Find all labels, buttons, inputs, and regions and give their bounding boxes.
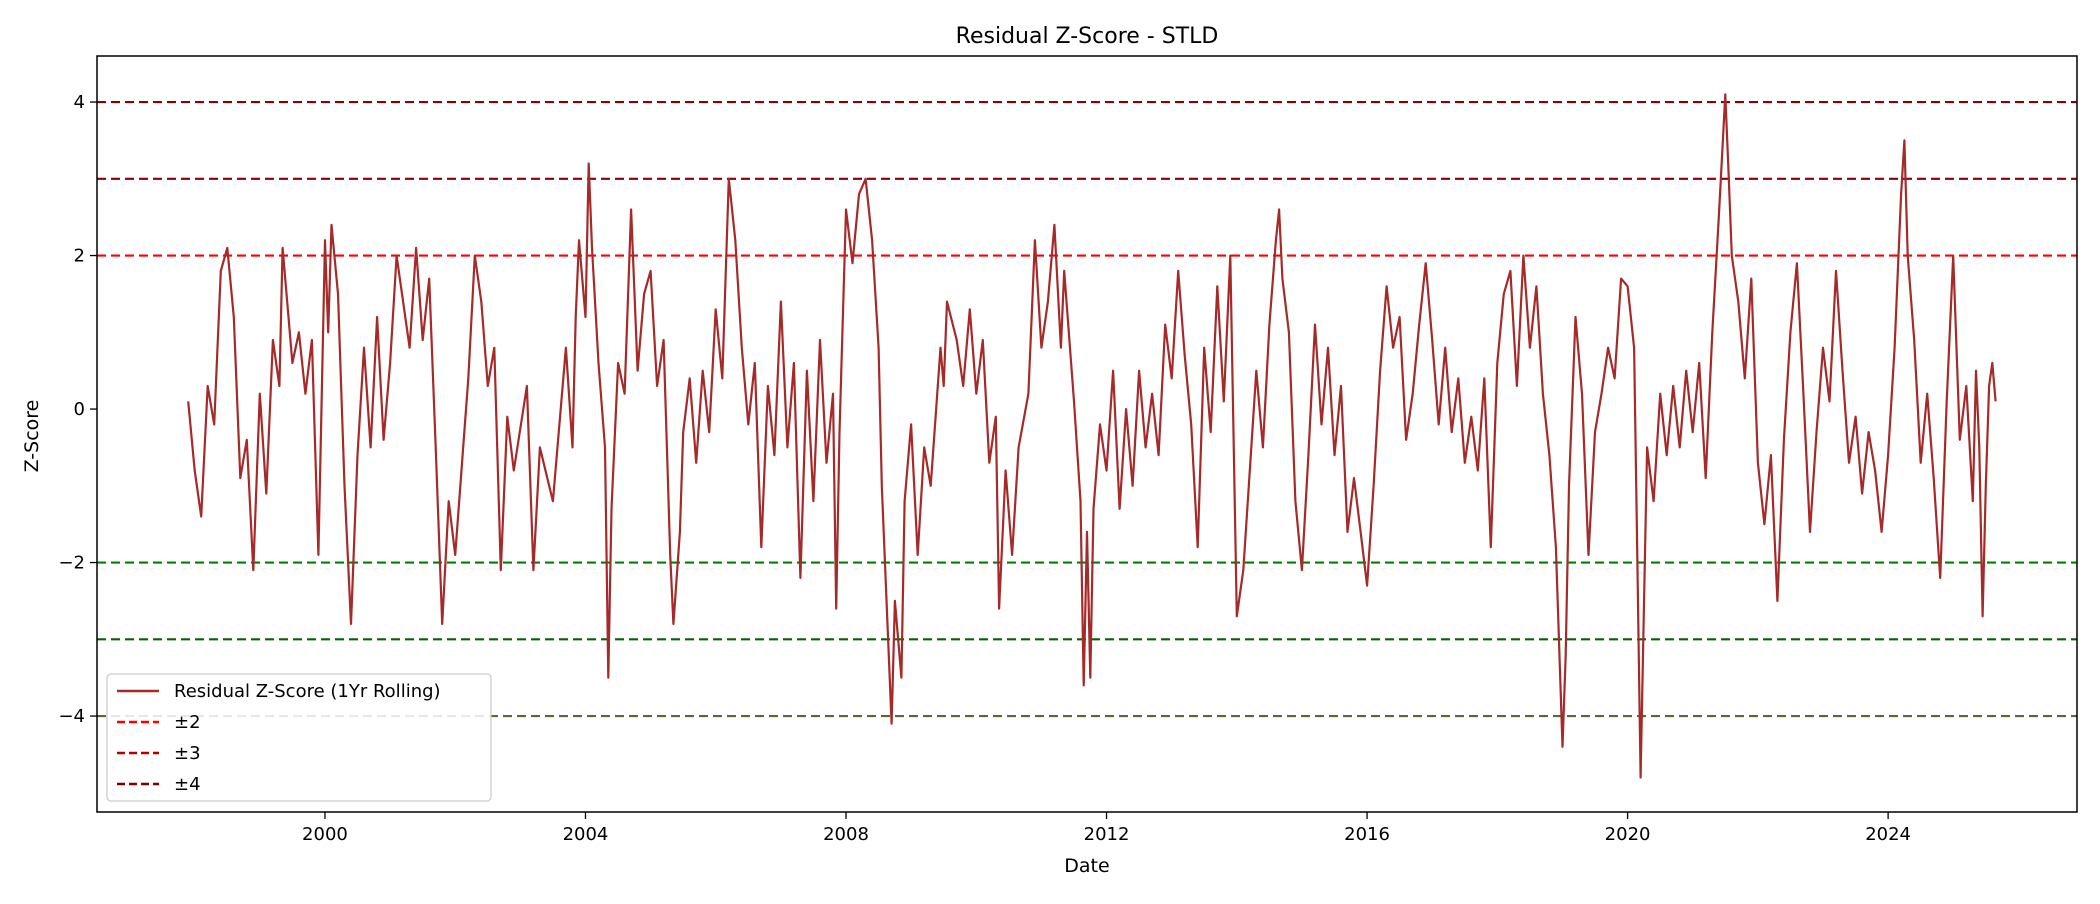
legend-label-2: ±3	[174, 743, 201, 764]
x-tick-label-5: 2020	[1605, 824, 1651, 845]
y-axis-label: Z-Score	[21, 400, 43, 473]
x-tick-label-1: 2004	[563, 824, 609, 845]
legend: Residual Z-Score (1Yr Rolling) ±2 ±3 ±4	[106, 673, 492, 802]
series-line-0	[187, 93, 1997, 779]
y-tick-label-3: 2	[74, 246, 85, 267]
y-tick-label-2: 0	[74, 399, 85, 420]
y-axis-ticks: −4 −2 0 2 4	[58, 92, 97, 727]
x-axis-ticks: 2000 2004 2008 2012 2016 2020 2024	[302, 812, 1911, 845]
chart-title: Residual Z-Score - STLD	[956, 24, 1219, 49]
legend-label-1: ±2	[174, 712, 201, 733]
x-tick-label-4: 2016	[1344, 824, 1390, 845]
legend-label-0: Residual Z-Score (1Yr Rolling)	[174, 681, 441, 702]
y-tick-label-1: −2	[58, 553, 85, 574]
series-group	[187, 93, 1997, 779]
plot-frame	[96, 55, 2078, 813]
x-tick-label-6: 2024	[1865, 824, 1911, 845]
legend-label-3: ±4	[174, 774, 201, 795]
y-tick-label-0: −4	[58, 706, 85, 727]
x-tick-label-0: 2000	[302, 824, 348, 845]
y-tick-label-4: 4	[74, 92, 85, 113]
x-axis-label: Date	[1064, 855, 1109, 877]
x-tick-label-2: 2008	[823, 824, 869, 845]
legend-box	[106, 673, 492, 802]
x-tick-label-3: 2012	[1084, 824, 1130, 845]
